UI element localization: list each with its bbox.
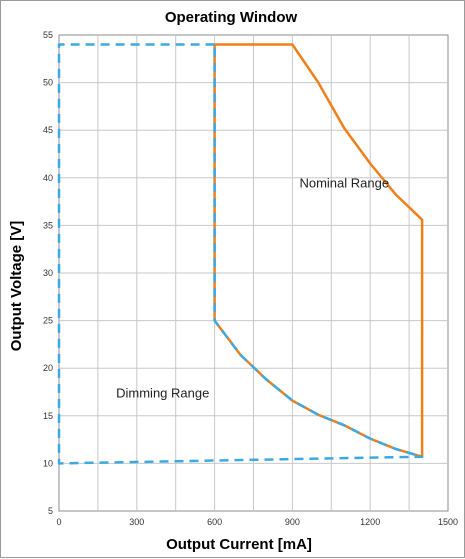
series-group	[57, 43, 424, 465]
x-tick-labels: 0 300 600 900 1200 1500	[56, 517, 458, 527]
x-tick-label: 1500	[438, 517, 458, 527]
y-tick-label: 55	[43, 30, 53, 40]
x-axis-title: Output Current [mA]	[166, 536, 312, 553]
x-tick-label: 600	[207, 517, 222, 527]
y-tick-label: 15	[43, 411, 53, 421]
y-tick-label: 5	[48, 506, 53, 516]
nominal-range-label: Nominal Range	[299, 175, 389, 190]
grid	[59, 35, 448, 511]
chart-title: Operating Window	[165, 9, 298, 26]
y-axis-title: Output Voltage [V]	[8, 221, 25, 352]
x-tick-label: 0	[56, 517, 61, 527]
y-tick-labels: 5 10 15 20 25 30 35 40 45 50 55	[43, 30, 53, 516]
y-tick-label: 50	[43, 78, 53, 88]
y-tick-label: 20	[43, 363, 53, 373]
y-tick-label: 40	[43, 173, 53, 183]
annotations: Nominal Range Dimming Range	[116, 175, 389, 400]
dimming-range-label: Dimming Range	[116, 386, 209, 401]
y-tick-label: 25	[43, 316, 53, 326]
y-tick-label: 35	[43, 220, 53, 230]
x-tick-label: 300	[129, 517, 144, 527]
x-tick-label: 1200	[360, 517, 380, 527]
y-tick-label: 30	[43, 268, 53, 278]
y-tick-label: 10	[43, 458, 53, 468]
dimming-range-line	[57, 43, 424, 465]
x-tick-label: 900	[285, 517, 300, 527]
y-tick-label: 45	[43, 125, 53, 135]
